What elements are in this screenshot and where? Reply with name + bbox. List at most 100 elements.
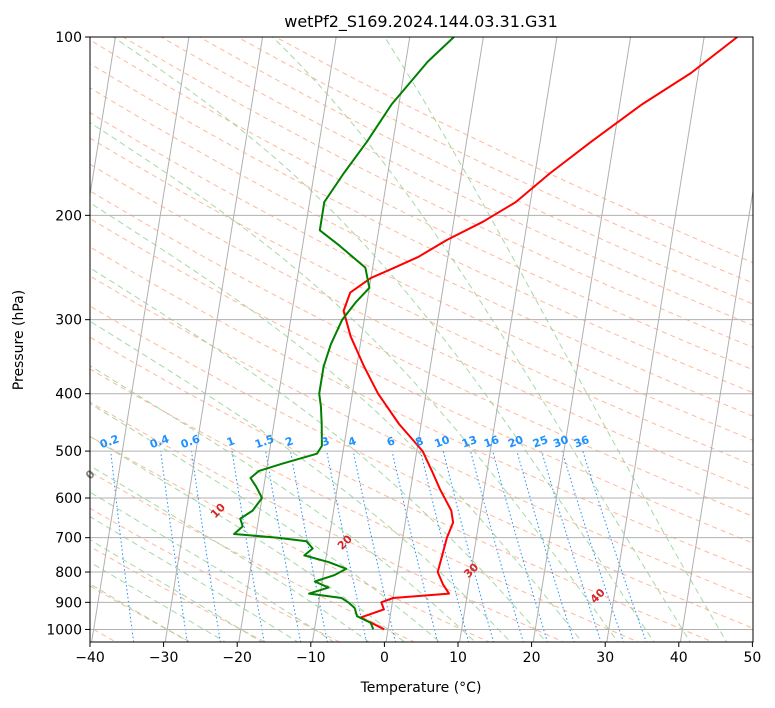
mixing-ratio-label: 2 (283, 434, 295, 449)
mixing-ratio-label: 20 (506, 433, 525, 451)
plot-frame (89, 36, 754, 643)
dry-adiabat (122, 37, 753, 348)
y-tick-label: 1000 (46, 622, 82, 638)
y-tick-label: 700 (55, 531, 82, 547)
dry-adiabat (90, 137, 753, 466)
moist-adiabat (272, 37, 691, 642)
mixing-ratio-label: 4 (346, 434, 358, 449)
profile-lines (233, 37, 738, 631)
mixing-ratio-line (231, 451, 265, 642)
x-axis-label: Temperature (°C) (360, 680, 482, 696)
moist-adiabat (90, 435, 406, 642)
x-axis: −40 −30 −20 −10 0 10 20 30 40 50 (75, 642, 761, 666)
dry-adiabat (90, 275, 753, 600)
mixing-ratio-label: 25 (531, 433, 550, 450)
mixing-ratio-label: 1 (225, 434, 237, 449)
isotherm (91, 37, 190, 642)
dewpoint-line (233, 37, 455, 630)
y-tick-label: 500 (55, 444, 82, 460)
y-tick-label: 600 (55, 491, 82, 507)
grid-lines (90, 37, 753, 642)
isotherm (385, 37, 484, 642)
isotherm (679, 187, 753, 642)
moist-adiabat (113, 37, 655, 642)
mixing-ratio-line (110, 451, 135, 642)
mixing-ratio-line (391, 450, 439, 642)
x-tick-label: 20 (523, 650, 541, 666)
y-axis: 1000 900 800 700 600 500 400 300 200 100 (46, 30, 90, 638)
dry-adiabat (90, 368, 640, 642)
chart-title: wetPf2_S169.2024.144.03.31.G31 (284, 12, 558, 32)
mixing-ratio-label: 30 (551, 433, 570, 451)
mixing-ratio-label: 1.5 (253, 432, 276, 451)
moist-adiabat (90, 539, 263, 642)
x-tick-label: 0 (380, 650, 389, 666)
dry-adiabat (90, 112, 753, 441)
isotherm (311, 37, 411, 642)
moist-adiabat (90, 465, 370, 642)
mixing-ratio-label: 6 (385, 434, 397, 449)
mixing-ratio-label: 16 (482, 433, 501, 451)
dry-adiabat (198, 37, 753, 305)
dry-adiabat (160, 37, 753, 327)
dry-adiabat (90, 246, 753, 572)
dry-adiabat (90, 305, 753, 629)
mixing-ratio-label: 8 (414, 434, 426, 449)
moist-adiabat (90, 561, 227, 642)
y-tick-label: 200 (55, 208, 82, 224)
background-lines (0, 10, 753, 654)
x-tick-label: −10 (296, 650, 326, 666)
y-axis-label: Pressure (hPa) (11, 290, 27, 390)
temperature-line (342, 37, 738, 631)
mixing-ratio-label: 0.2 (98, 432, 121, 451)
dry-adiabat (90, 190, 753, 517)
moist-adiabat (90, 121, 619, 642)
moist-adiabat (90, 202, 583, 642)
x-tick-label: 50 (743, 650, 761, 666)
mixing-ratio-label: 36 (572, 433, 591, 451)
x-tick-label: −30 (149, 650, 179, 666)
moist-adiabat (90, 320, 512, 642)
moist-adiabat (90, 365, 476, 642)
y-tick-label: 100 (55, 30, 82, 46)
x-tick-label: 30 (596, 650, 614, 666)
dry-adiabat (90, 163, 753, 491)
dry-adiabat-label: 20 (335, 532, 355, 552)
moist-adiabat (90, 583, 190, 642)
mixing-ratio-line (442, 450, 495, 642)
isotherm (238, 37, 337, 642)
moist-adiabat (90, 516, 299, 642)
dry-adiabat-label: 40 (588, 586, 608, 606)
x-tick-label: −40 (75, 650, 105, 666)
mixing-ratio-label: 10 (433, 433, 452, 451)
moist-adiabat (90, 491, 335, 642)
isotherm (164, 37, 264, 642)
isotherm (459, 37, 558, 642)
x-tick-label: 10 (449, 650, 467, 666)
dry-adiabat (90, 471, 416, 642)
isotherm (606, 37, 705, 642)
y-tick-label: 800 (55, 565, 82, 581)
dry-adiabat (90, 585, 192, 642)
dry-adiabat (236, 37, 753, 284)
moist-adiabat (90, 403, 441, 642)
dry-adiabat-label: 10 (208, 501, 228, 521)
y-tick-label: 400 (55, 387, 82, 403)
dry-adiabat (90, 401, 565, 642)
y-tick-label: 900 (55, 595, 82, 611)
dry-adiabat (90, 435, 491, 642)
dry-adiabat (90, 336, 715, 642)
mixing-ratio-label: 0.4 (148, 432, 171, 451)
dry-adiabat (90, 217, 753, 544)
dry-adiabat (0, 10, 62, 654)
mixing-ratio-line (265, 451, 302, 642)
y-tick-label: 300 (55, 313, 82, 329)
dry-adiabat-label: 30 (461, 560, 481, 580)
mixing-ratio-label: 3 (320, 434, 332, 449)
mixing-ratio-line (160, 451, 188, 642)
mixing-ratio-line (326, 451, 368, 642)
mixing-ratio-line (352, 451, 397, 642)
mixing-ratio-label: 13 (460, 433, 479, 450)
dry-adiabat (90, 39, 753, 371)
